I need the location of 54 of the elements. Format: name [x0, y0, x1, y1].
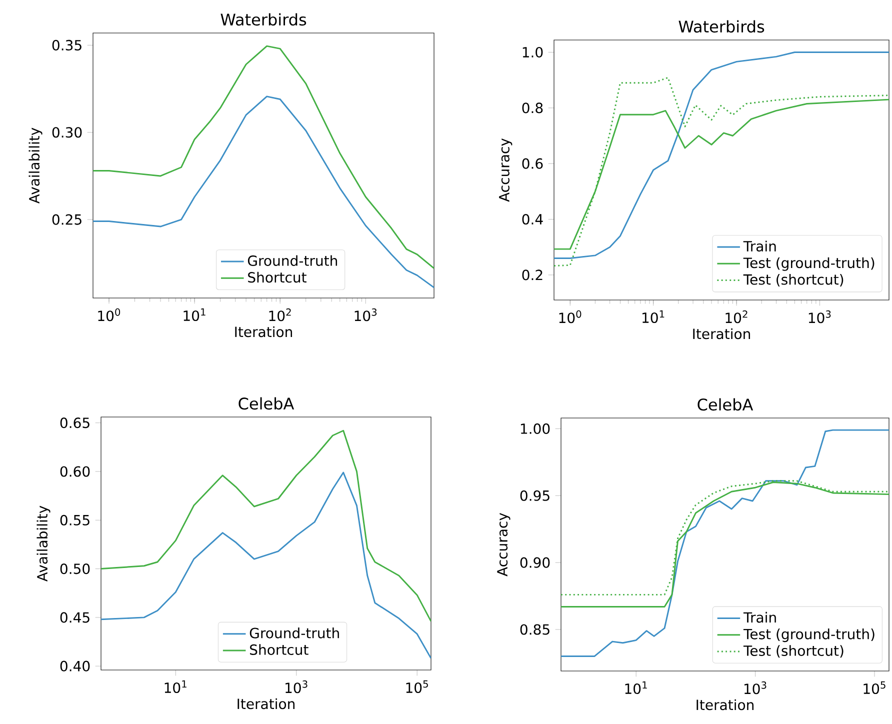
y-tick-label: 0.90 [520, 557, 550, 568]
y-tick-label: 0.50 [60, 564, 90, 574]
y-tick-label: 0.25 [52, 214, 82, 225]
y-tick-label: 0.45 [60, 612, 90, 623]
legend-label: Train [743, 612, 776, 623]
x-tick-label: 10$^{1}$ [184, 308, 206, 322]
x-tick-label: 10$^{3}$ [286, 680, 308, 694]
y-tick-label: 0.65 [60, 418, 90, 428]
x-axis-title: Iteration [235, 326, 292, 338]
x-tick-label: 10$^{5}$ [864, 681, 886, 694]
legend-label: Test (ground-truth) [743, 628, 874, 642]
x-axis-title: Iteration [696, 699, 754, 710]
y-tick-label: 1.0 [522, 46, 543, 58]
x-tick-label: 10$^{1}$ [642, 310, 664, 324]
chart-title: CelebA [238, 397, 294, 410]
legend-label: Test (shortcut) [743, 645, 844, 658]
legend-label: Ground-truth [250, 628, 339, 638]
y-tick-label: 0.6 [522, 158, 543, 169]
y-tick-label: 0.60 [60, 466, 90, 477]
y-tick-label: 0.2 [522, 270, 542, 280]
x-tick-label: 10$^{0}$ [98, 308, 120, 322]
y-tick-label: 0.35 [52, 40, 82, 50]
legend-label: Train [743, 240, 776, 252]
x-tick-label: 10$^{5}$ [406, 680, 428, 694]
legend-label: Shortcut [250, 644, 308, 655]
y-axis-title: Accuracy [497, 512, 510, 576]
y-tick-label: 0.85 [520, 624, 550, 635]
legend-label: Shortcut [248, 272, 306, 283]
y-tick-label: 0.8 [522, 102, 543, 114]
x-tick-label: 10$^{3}$ [808, 310, 831, 324]
y-tick-label: 0.40 [60, 660, 90, 672]
x-tick-label: 10$^{1}$ [164, 680, 186, 694]
y-axis-title: Accuracy [499, 138, 512, 202]
legend-label: Ground-truth [248, 255, 338, 266]
chart-title: CelebA [698, 398, 754, 411]
y-tick-label: 0.55 [60, 514, 90, 526]
chart-title: Waterbirds [678, 20, 764, 33]
x-axis-title: Iteration [238, 698, 294, 710]
x-tick-label: 10$^{2}$ [269, 308, 291, 322]
y-axis-title: Availability [36, 506, 50, 582]
chart-title: Waterbirds [220, 13, 306, 26]
x-tick-label: 10$^{0}$ [559, 310, 582, 324]
x-tick-label: 10$^{2}$ [726, 310, 748, 324]
legend-label: Test (shortcut) [743, 274, 844, 286]
x-tick-label: 10$^{3}$ [354, 308, 377, 322]
x-axis-title: Iteration [693, 328, 750, 340]
y-tick-label: 0.30 [52, 127, 82, 138]
y-tick-label: 0.4 [522, 214, 543, 225]
y-tick-label: 1.00 [520, 423, 550, 434]
legend-label: Test (ground-truth) [743, 257, 874, 271]
y-tick-label: 0.95 [520, 490, 550, 501]
y-axis-title: Availability [28, 128, 42, 204]
x-tick-label: 10$^{3}$ [744, 681, 766, 694]
x-tick-label: 10$^{1}$ [625, 681, 647, 694]
